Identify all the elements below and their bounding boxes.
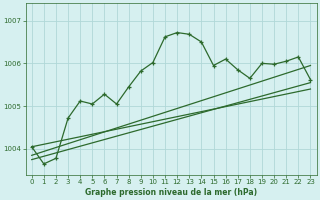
X-axis label: Graphe pression niveau de la mer (hPa): Graphe pression niveau de la mer (hPa) [85,188,257,197]
